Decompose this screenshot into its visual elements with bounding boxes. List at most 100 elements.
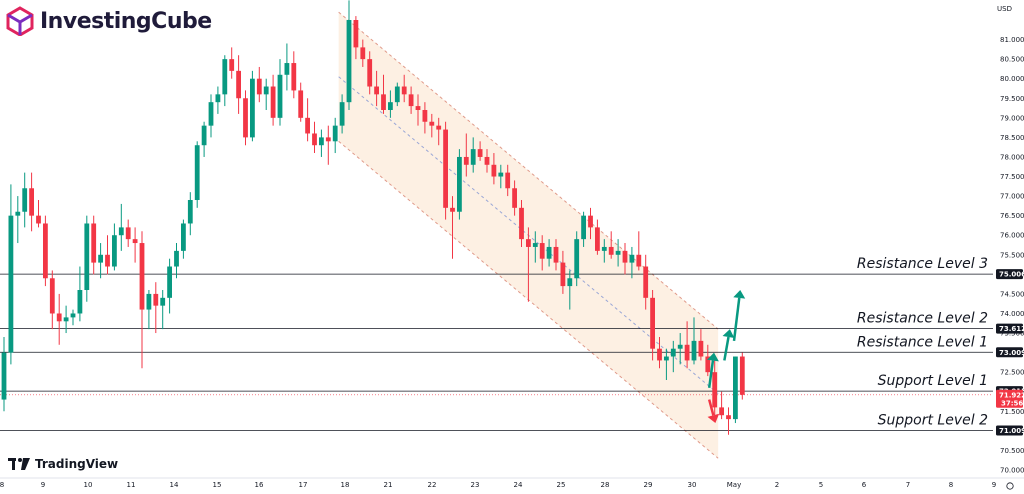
settings-icon[interactable] [1006, 482, 1014, 490]
candle-body [319, 137, 324, 146]
currency-label[interactable]: USD [997, 5, 1012, 13]
candle [319, 129, 324, 157]
candle [8, 184, 14, 365]
candle [181, 219, 186, 259]
candle-body [477, 149, 483, 157]
candle [381, 74, 386, 114]
y-tick-label: 80.500 [1000, 56, 1024, 64]
candle [574, 231, 580, 287]
channel-upper-line [338, 11, 719, 330]
candle-body [132, 239, 138, 244]
candle [505, 164, 511, 197]
candle [463, 133, 469, 177]
candle [394, 82, 400, 107]
candle [139, 231, 145, 369]
candle-body [208, 102, 214, 126]
candle [512, 180, 517, 216]
candle-body [567, 278, 573, 287]
candle [629, 246, 635, 279]
candle [367, 51, 373, 95]
candle [650, 290, 655, 361]
candle [229, 47, 235, 79]
candle-body [325, 137, 331, 142]
candle-body [532, 243, 538, 247]
candle [98, 243, 103, 279]
time-axis-bg [0, 478, 1024, 494]
y-tick-label: 71.500 [1000, 408, 1024, 416]
arrow-up-icon [732, 290, 746, 342]
candle [415, 94, 421, 126]
candle [436, 117, 442, 146]
candle [615, 239, 621, 267]
candle [118, 203, 124, 251]
candle [388, 90, 393, 118]
candle-body [436, 125, 442, 130]
tradingview-icon [8, 458, 30, 470]
candle-body [553, 246, 559, 263]
tradingview-name: TradingView [35, 457, 119, 471]
candle-body [519, 207, 524, 240]
candle-body [401, 86, 407, 95]
level-label: Support Level 1 [878, 373, 988, 389]
candle-body [139, 243, 145, 310]
x-tick-label: 10 [84, 481, 93, 489]
candle [153, 282, 159, 334]
x-tick-label: May [727, 481, 741, 489]
candle-body [415, 106, 421, 110]
candle-body [629, 254, 635, 263]
candle [270, 74, 276, 126]
candle-body [29, 188, 34, 216]
direction-arrows [706, 290, 746, 424]
candle [677, 333, 683, 365]
level-price-tag-text: 73.612 [999, 325, 1024, 333]
candle [77, 266, 83, 322]
candle [174, 243, 179, 279]
candle-body [463, 156, 469, 165]
candle-body [367, 59, 373, 87]
candle-body [215, 94, 221, 103]
candle-body [733, 356, 738, 420]
candle [263, 78, 269, 110]
candle [733, 356, 738, 424]
candle [339, 94, 345, 134]
candle [215, 86, 221, 114]
candle-body [70, 313, 76, 318]
candle-body [98, 254, 103, 263]
x-tick-label: 9 [41, 481, 45, 489]
candle-body [643, 266, 649, 298]
candle-body [160, 297, 166, 306]
candle [560, 250, 566, 294]
candle [360, 39, 366, 67]
candle [595, 219, 600, 255]
candle [691, 317, 697, 365]
y-tick-label: 78.000 [1000, 153, 1024, 161]
time-axis[interactable]: 8 9 10 11 14 15 16 17 18 21 22 23 24 25 28 29 30 May 2 5 6 7 8… [0, 477, 1024, 494]
candle-body [394, 86, 400, 103]
level-price-tag: 73.009 [996, 347, 1024, 358]
candle [332, 117, 338, 154]
candle-body [118, 227, 124, 236]
candle-body [526, 239, 531, 247]
level-price-tag: 75.006 [996, 269, 1024, 280]
candle-body [270, 86, 276, 118]
candle [429, 113, 435, 138]
x-tick-label: 11 [127, 481, 136, 489]
candle [457, 149, 462, 220]
candle-body [181, 223, 186, 251]
x-tick-label: 24 [514, 481, 523, 489]
x-tick-label: 17 [299, 481, 308, 489]
x-tick-label: 29 [644, 481, 653, 489]
candle [325, 125, 331, 165]
candle-body [484, 156, 490, 165]
y-tick-label: 70.500 [1000, 447, 1024, 455]
x-tick-label: 2 [775, 481, 779, 489]
candle-body [539, 243, 545, 259]
candle-body [622, 250, 628, 263]
candle [484, 149, 490, 173]
candle-body [187, 200, 193, 224]
y-tick-label: 75.500 [1000, 251, 1024, 259]
candle-body [291, 63, 297, 91]
candle [684, 321, 690, 369]
